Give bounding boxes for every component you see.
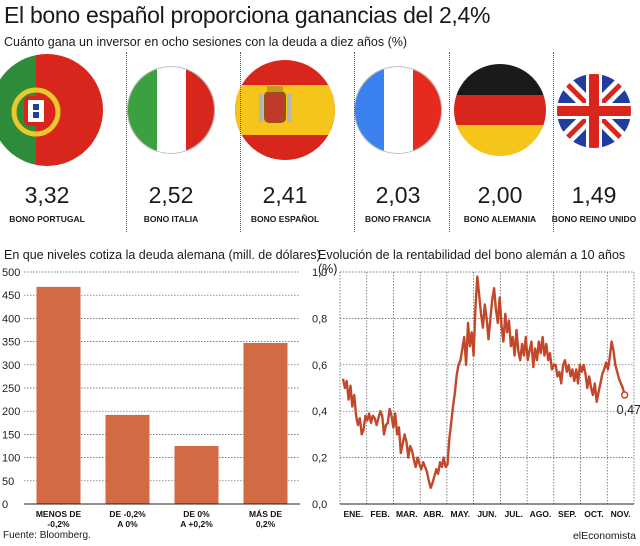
bar-y-tick-label: 0 — [2, 499, 8, 511]
series-end-marker — [620, 391, 629, 399]
bar — [36, 286, 81, 504]
line-x-tick-label: ABR. — [423, 509, 444, 519]
bar-y-tick-label: 350 — [2, 337, 20, 349]
bar-y-tick-label: 50 — [2, 476, 14, 488]
column-divider — [553, 52, 554, 232]
flag-value: 2,03 — [375, 182, 421, 208]
line-x-tick-label: MAR. — [396, 509, 418, 519]
bar-category-label: MENOS DE -0,2% — [36, 509, 82, 529]
flag-col-reino-unido: 1,49 BONO REINO UNIDO — [540, 50, 640, 230]
france-flag-icon — [354, 66, 442, 154]
flag-value: 2,00 — [477, 182, 523, 208]
column-divider — [449, 52, 450, 232]
flag-col-francia: 2,03 BONO FRANCIA — [341, 50, 455, 230]
column-divider — [126, 52, 127, 232]
line-x-tick-label: NOV. — [611, 509, 631, 519]
flag-value: 1,49 — [571, 182, 617, 208]
bar-chart: 0 50 100 150 200 250 300 350 400 450 500 MENOS DE -0… — [2, 267, 300, 529]
line-x-tick-label: AGO. — [530, 509, 552, 519]
line-y-tick-label: 0,8 — [312, 313, 327, 325]
flag-col-italia: 2,52 BONO ITALIA — [114, 50, 228, 230]
flag-label: BONO ESPAÑOL — [250, 214, 320, 224]
line-y-tick-label: 0,0 — [312, 499, 327, 511]
line-x-tick-label: SEP. — [558, 509, 576, 519]
bar — [174, 446, 219, 504]
flag-label: BONO PORTUGAL — [9, 214, 85, 224]
flag-col-portugal: 3,32 BONO PORTUGAL — [0, 50, 104, 230]
portugal-flag-icon — [0, 54, 103, 166]
bar-y-tick-label: 150 — [2, 429, 20, 441]
source-note: Fuente: Bloomberg. — [3, 530, 91, 541]
bar-y-tick-label: 300 — [2, 360, 20, 372]
bar-y-tick-label: 250 — [2, 383, 20, 395]
line-x-tick-label: OCT. — [584, 509, 603, 519]
bar — [243, 342, 288, 504]
bar-category-label: DE 0% A +0,2% — [180, 509, 213, 529]
line-x-tick-label: JUL. — [505, 509, 523, 519]
germany-flag-icon — [454, 64, 546, 156]
bar — [105, 414, 150, 504]
bar-category-label: MÁS DE 0,2% — [249, 509, 282, 529]
flag-label: BONO ALEMANIA — [463, 214, 537, 224]
bar-y-tick-label: 500 — [2, 267, 20, 279]
line-y-tick-label: 0,6 — [312, 360, 327, 372]
brand-logo: elEconomista — [572, 530, 636, 542]
flag-col-espana: 2,41 BONO ESPAÑOL — [228, 50, 342, 230]
flag-col-alemania: 2,00 BONO ALEMANIA — [443, 50, 557, 230]
series-end-label: 0,47 — [617, 403, 640, 417]
line-chart: 0,0 0,2 0,4 0,6 0,8 1,0 ENE. FEB. MAR. ABR. MAY. JU… — [312, 267, 640, 519]
column-divider — [354, 52, 355, 232]
line-y-tick-label: 0,4 — [312, 406, 327, 418]
flag-value: 3,32 — [24, 182, 70, 208]
flag-value: 2,52 — [148, 182, 194, 208]
line-y-tick-label: 0,2 — [312, 453, 327, 465]
bar-category-label: DE -0,2% A 0% — [109, 509, 146, 529]
line-x-tick-label: MAY. — [451, 509, 471, 519]
bar-y-tick-label: 200 — [2, 406, 20, 418]
uk-flag-icon — [557, 74, 631, 148]
page-title: El bono español proporciona ganancias de… — [4, 2, 491, 28]
line-x-tick-label: ENE. — [343, 509, 363, 519]
line-y-tick-label: 1,0 — [312, 267, 327, 279]
flag-label: BONO ITALIA — [143, 214, 199, 224]
flag-value: 2,41 — [262, 182, 308, 208]
yield-series-line — [341, 275, 626, 490]
italy-flag-icon — [127, 66, 215, 154]
bar-chart-title: En que niveles cotiza la deuda alemana (… — [4, 248, 321, 262]
bar-y-tick-label: 450 — [2, 290, 20, 302]
line-chart-title: Evolución de la rentabilidad del bono al… — [318, 248, 626, 276]
line-x-tick-label: JUN. — [477, 509, 496, 519]
line-x-tick-label: FEB. — [370, 509, 389, 519]
spain-flag-icon — [235, 60, 335, 160]
column-divider — [240, 52, 241, 232]
flag-row: 3,32 BONO PORTUGAL 2,52 BONO ITALIA — [0, 50, 640, 230]
bar-y-tick-label: 100 — [2, 453, 20, 465]
flag-label: BONO REINO UNIDO — [551, 214, 637, 224]
page-subtitle: Cuánto gana un inversor en ocho sesiones… — [4, 35, 408, 49]
flag-label: BONO FRANCIA — [364, 214, 432, 224]
bar-y-tick-label: 400 — [2, 313, 20, 325]
